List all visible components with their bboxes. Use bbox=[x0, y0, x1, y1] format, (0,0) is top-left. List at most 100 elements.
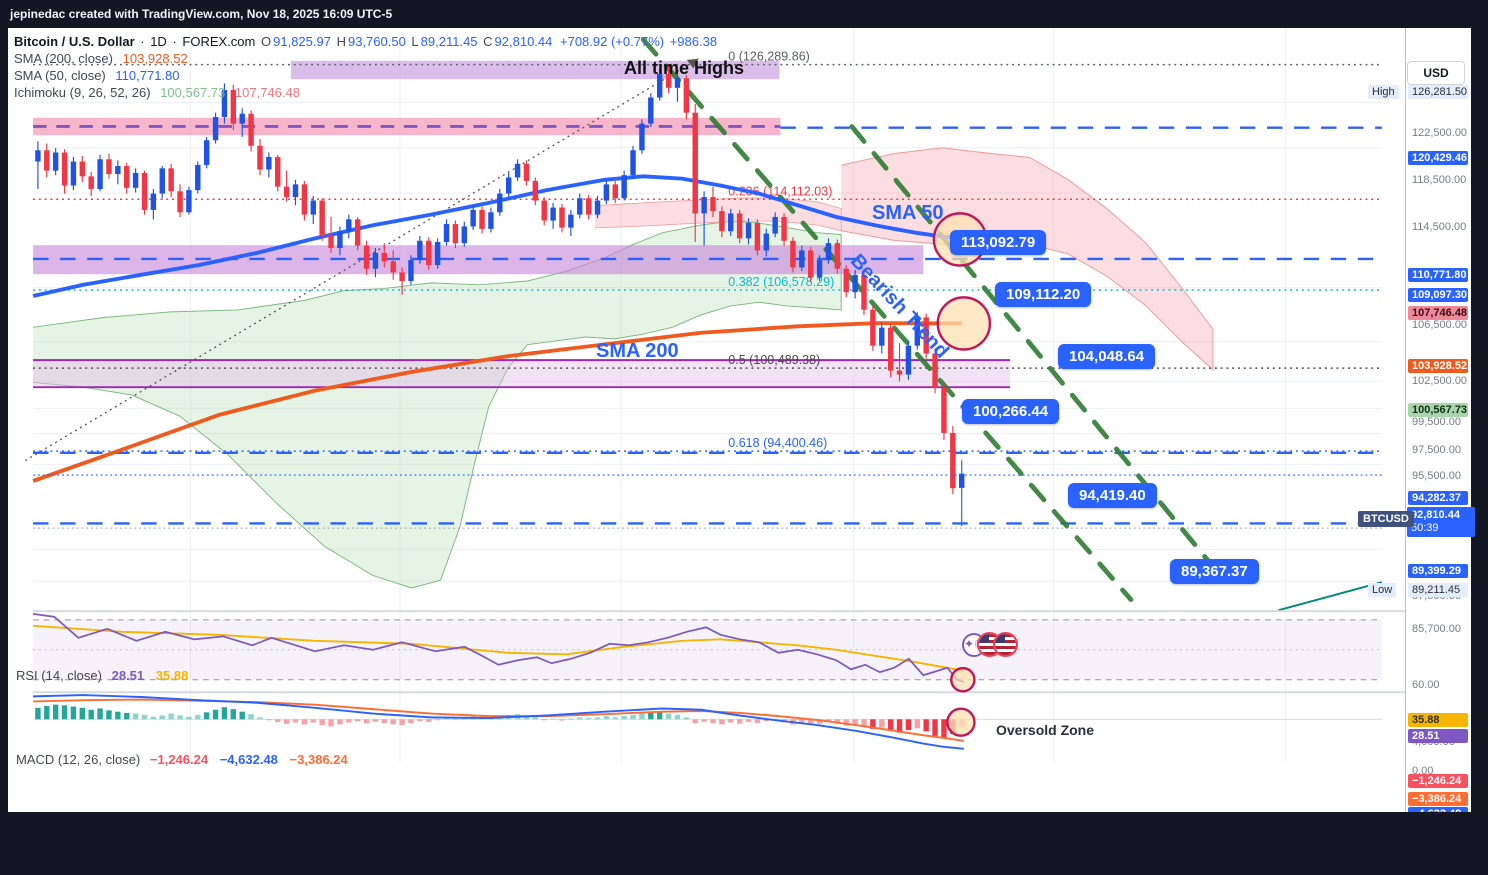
highlight-circle bbox=[946, 707, 976, 737]
macd-histogram-bar bbox=[35, 707, 41, 720]
macd-histogram-bar bbox=[630, 714, 636, 720]
macd-histogram-bar bbox=[319, 719, 325, 726]
symbol-row[interactable]: Bitcoin / U.S. Dollar · 1D · FOREX.com O… bbox=[14, 34, 718, 49]
sma200-annotation[interactable]: SMA 200 bbox=[596, 340, 679, 362]
rsi-legend-row[interactable]: RSI (14, close) 28.51 35.88 bbox=[16, 668, 188, 683]
candle-body bbox=[372, 252, 379, 269]
macd-line bbox=[33, 694, 964, 750]
candle-body bbox=[408, 260, 414, 282]
price-scale-badge[interactable]: 110,771.80 bbox=[1408, 268, 1468, 282]
candle-body bbox=[710, 197, 716, 212]
candle-body bbox=[603, 184, 610, 201]
price-callout[interactable]: 89,367.37 bbox=[1170, 559, 1259, 584]
economic-events-row[interactable]: ✦☾ bbox=[962, 632, 1018, 657]
current-price-badge[interactable]: 92,810.44 50:39 bbox=[1407, 507, 1475, 537]
macd-histogram-bar bbox=[337, 719, 343, 725]
price-scale-badge[interactable]: 107,746.48 bbox=[1408, 306, 1468, 320]
macd-histogram-bar bbox=[239, 711, 245, 720]
macd-histogram-bar bbox=[612, 717, 618, 720]
scale-grid-label: 97,500.00 bbox=[1412, 444, 1461, 456]
candle-body bbox=[488, 212, 494, 229]
macd-histogram-bar bbox=[88, 709, 94, 720]
macd-histogram-bar bbox=[745, 719, 752, 722]
macd-histogram-bar bbox=[621, 716, 627, 720]
price-scale-badge[interactable]: 94,282.37 bbox=[1408, 491, 1468, 505]
price-callout[interactable]: 94,419.40 bbox=[1068, 483, 1157, 508]
chart-canvas[interactable]: 0 (126,289.86) 0.236 (114,112.03) 0.382 (1… bbox=[0, 28, 1470, 812]
candle-body bbox=[221, 89, 228, 118]
candle-body bbox=[70, 161, 77, 186]
price-scale-badge[interactable]: −3,386.24 bbox=[1408, 792, 1468, 806]
macd-histogram-bar bbox=[195, 714, 201, 720]
macd-histogram-bar bbox=[905, 719, 912, 731]
price-callout[interactable]: 100,266.44 bbox=[962, 399, 1060, 424]
candle-body bbox=[186, 190, 192, 213]
fib-label-0.618: 0.618 (94,400.46) bbox=[728, 436, 827, 450]
price-scale-badge[interactable]: 100,567.73 bbox=[1408, 403, 1468, 417]
price-scale-badge[interactable]: 89,399.29 bbox=[1408, 564, 1468, 578]
candle-body bbox=[319, 200, 325, 236]
price-callout[interactable]: 109,112.20 bbox=[995, 282, 1092, 307]
candle-body bbox=[594, 200, 601, 215]
macd-histogram-bar bbox=[212, 709, 219, 720]
price-scale-badge[interactable]: 28.51 bbox=[1408, 729, 1468, 743]
macd-legend-row[interactable]: MACD (12, 26, close) −1,246.24 −4,632.48… bbox=[16, 752, 348, 767]
macd-histogram-bar bbox=[283, 719, 290, 724]
candle-body bbox=[905, 345, 912, 375]
candle-body bbox=[212, 117, 219, 141]
candle-body bbox=[612, 184, 618, 199]
candle-body bbox=[124, 166, 130, 188]
candle-body bbox=[266, 157, 272, 170]
candle-body bbox=[248, 113, 254, 146]
attribution-text: jepinedac created with TradingView.com, … bbox=[10, 7, 393, 21]
all-time-highs-annotation[interactable]: All time Highs bbox=[624, 58, 745, 78]
symbol-title[interactable]: Bitcoin / U.S. Dollar bbox=[14, 34, 135, 49]
fib-label-0.382: 0.382 (106,578.29) bbox=[728, 275, 834, 289]
price-scale-badge[interactable]: 35.88 bbox=[1408, 713, 1468, 727]
price-scale-badge[interactable]: −1,246.24 bbox=[1408, 774, 1468, 788]
ohlc-letter: H bbox=[332, 34, 346, 49]
chart-area[interactable]: 0 (126,289.86) 0.236 (114,112.03) 0.382 (1… bbox=[0, 28, 1488, 841]
price-callout[interactable]: 113,092.79 bbox=[950, 230, 1047, 255]
candle-body bbox=[292, 184, 299, 198]
macd-histogram-bar bbox=[141, 714, 148, 720]
bar-countdown: 50:39 bbox=[1411, 522, 1439, 534]
candle-body bbox=[879, 327, 885, 346]
macd-histogram-bar bbox=[656, 711, 663, 720]
interval-label[interactable]: 1D bbox=[150, 34, 167, 49]
macd-histogram-bar bbox=[736, 719, 743, 724]
ichimoku-legend-row[interactable]: Ichimoku (9, 26, 52, 26) 100,567.73 107,… bbox=[14, 84, 719, 101]
candle-body bbox=[799, 250, 805, 268]
oversold-zone-annotation[interactable]: Oversold Zone bbox=[996, 722, 1095, 738]
scale-grid-label: 85,700.00 bbox=[1412, 623, 1461, 635]
price-scale-badge[interactable]: 103,928.52 bbox=[1408, 359, 1468, 373]
candle-body bbox=[141, 172, 148, 210]
price-callout[interactable]: 104,048.64 bbox=[1058, 344, 1156, 369]
macd-histogram-bar bbox=[124, 712, 130, 720]
candle-body bbox=[97, 159, 103, 189]
price-scale-badge[interactable]: 109,097.30 bbox=[1408, 288, 1468, 302]
sma50-legend-row[interactable]: SMA (50, close) 110,771.80 bbox=[14, 67, 719, 84]
scale-grid-label: 60.00 bbox=[1412, 679, 1440, 691]
candle-body bbox=[950, 432, 956, 489]
us-flag-event-icon[interactable] bbox=[993, 632, 1018, 657]
candle-body bbox=[337, 231, 343, 249]
candle-body bbox=[497, 193, 503, 213]
macd-histogram-bar bbox=[79, 707, 86, 720]
sma200-legend-row[interactable]: SMA (200, close) 103,928.52 bbox=[14, 50, 719, 67]
macd-histogram-bar bbox=[559, 719, 565, 721]
sma50-annotation[interactable]: SMA 50 bbox=[872, 202, 944, 224]
price-scale[interactable]: 122,500.00 118,500.00 114,500.00 106,500.00… bbox=[1405, 28, 1471, 821]
currency-toggle-button[interactable]: USD bbox=[1407, 61, 1465, 85]
candle-body bbox=[932, 353, 938, 388]
candle-body bbox=[346, 219, 352, 232]
macd-histogram-bar bbox=[310, 719, 316, 723]
macd-histogram-bar bbox=[275, 719, 281, 722]
macd-histogram-bar bbox=[399, 719, 405, 726]
exchange-label[interactable]: FOREX.com bbox=[182, 34, 256, 49]
price-scale-badge[interactable]: 120,429.46 bbox=[1408, 151, 1468, 165]
candle-body bbox=[959, 473, 965, 488]
scale-grid-label: 114,500.00 bbox=[1412, 221, 1467, 233]
candle-body bbox=[523, 163, 530, 181]
